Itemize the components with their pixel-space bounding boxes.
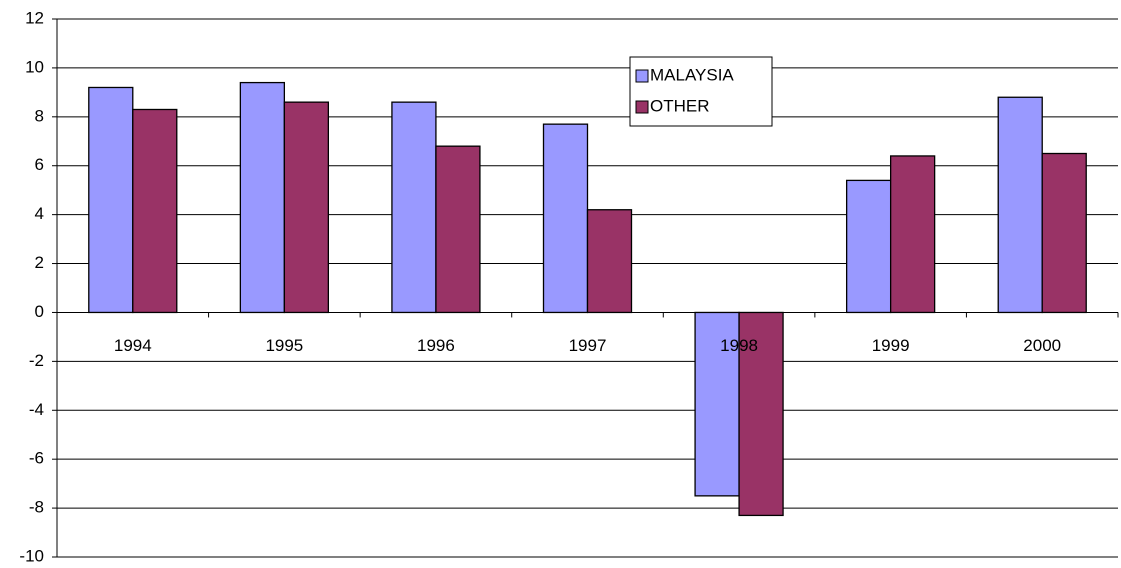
x-tick-label: 1998 bbox=[720, 336, 758, 355]
bar bbox=[391, 101, 437, 314]
bar bbox=[1041, 152, 1087, 314]
bar bbox=[283, 101, 330, 314]
bar bbox=[889, 155, 936, 314]
y-tick-label: 12 bbox=[25, 8, 44, 27]
x-tick-label: 1997 bbox=[569, 336, 607, 355]
bar bbox=[738, 311, 784, 517]
legend-swatch bbox=[635, 100, 649, 114]
y-tick-label: -2 bbox=[29, 351, 44, 370]
y-tick-label: -8 bbox=[29, 498, 44, 517]
legend-box bbox=[629, 56, 773, 127]
y-tick-label: 10 bbox=[25, 57, 44, 76]
bar bbox=[542, 123, 589, 314]
y-tick-label: 4 bbox=[35, 204, 44, 223]
y-tick-label: 8 bbox=[35, 106, 44, 125]
bar bbox=[132, 108, 178, 314]
y-tick-label: -10 bbox=[19, 546, 44, 565]
bar bbox=[845, 179, 892, 314]
x-tick-label: 1994 bbox=[114, 336, 152, 355]
x-tick-label: 1995 bbox=[265, 336, 303, 355]
legend-label: MALAYSIA bbox=[650, 65, 734, 84]
y-tick-label: -6 bbox=[29, 449, 44, 468]
x-tick-label: 2000 bbox=[1023, 336, 1061, 355]
bar bbox=[239, 81, 286, 314]
y-tick-label: 6 bbox=[35, 155, 44, 174]
bar bbox=[435, 145, 481, 314]
legend-label: OTHER bbox=[650, 96, 710, 115]
bar bbox=[997, 96, 1043, 314]
legend-swatch bbox=[635, 69, 649, 83]
y-tick-label: -4 bbox=[29, 400, 44, 419]
x-tick-label: 1999 bbox=[872, 336, 910, 355]
x-tick-label: 1996 bbox=[417, 336, 455, 355]
bar bbox=[586, 209, 633, 314]
y-tick-label: 2 bbox=[35, 253, 44, 272]
y-tick-label: 0 bbox=[35, 302, 44, 321]
bar bbox=[88, 86, 134, 314]
